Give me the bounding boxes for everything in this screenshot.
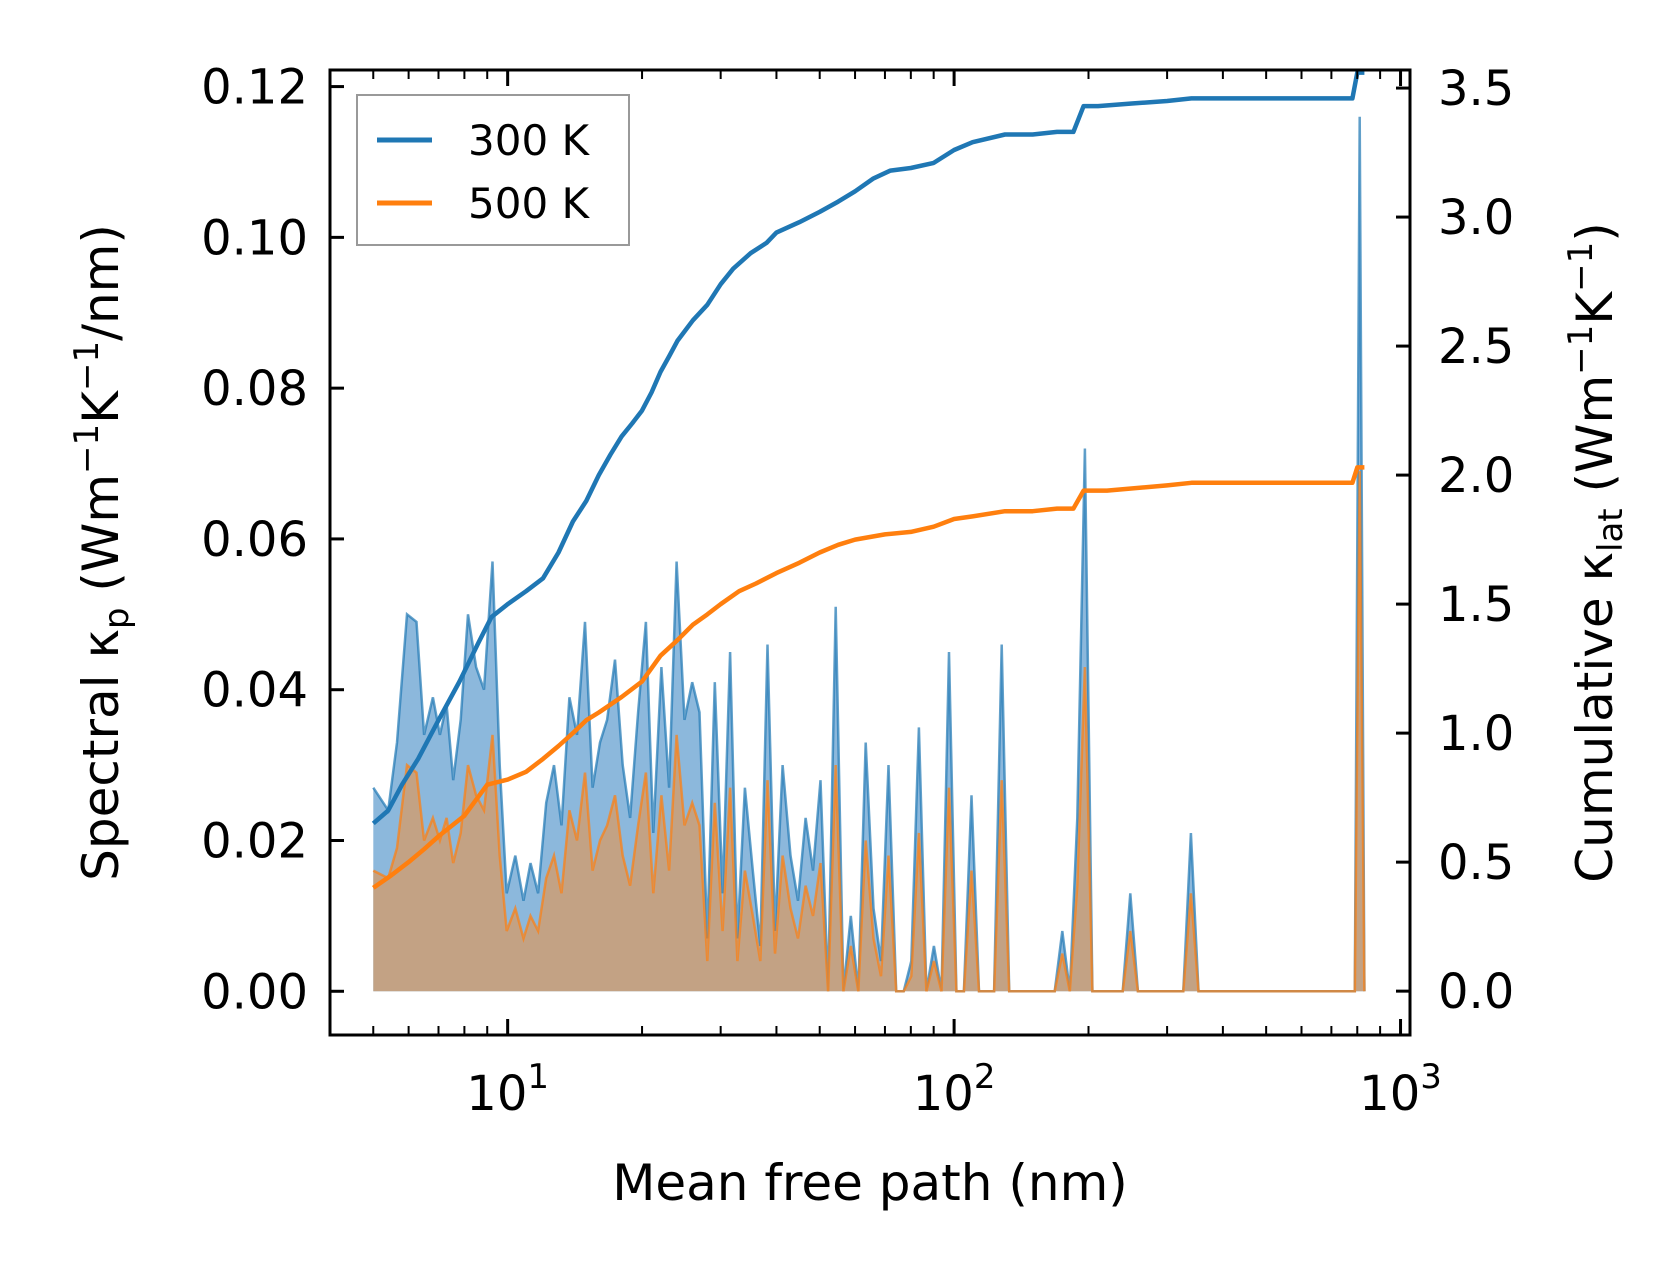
spectral-area-500k — [373, 471, 1365, 992]
y-right-tick-label: 0.0 — [1438, 964, 1514, 1020]
y-right-tick-label: 1.5 — [1438, 577, 1514, 633]
axes-layer: 0.00 0.02 0.04 0.06 0.08 0.10 0.12 0.0 0.5 1.0 1.5… — [67, 60, 1631, 1212]
y-right-tick-label: 3.5 — [1438, 61, 1514, 117]
spectral-fill-layer — [372, 116, 1366, 993]
y-right-tick-label: 0.5 — [1438, 835, 1514, 891]
y-right-tick-label: 2.5 — [1438, 319, 1514, 375]
legend-label: 300 K — [468, 116, 591, 165]
x-tick-label: 101 — [466, 1057, 549, 1122]
y-left-tick-label: 0.10 — [201, 210, 308, 266]
y-left-tick-label: 0.04 — [201, 663, 308, 719]
spectral-area-300k — [373, 116, 1365, 992]
y-left-tick-label: 0.02 — [201, 813, 308, 869]
y-left-tick-label: 0.08 — [201, 361, 308, 417]
plot-frame — [328, 68, 1412, 1037]
cumulative-line-500k — [372, 465, 1365, 890]
y-left-tick-label: 0.12 — [201, 60, 308, 116]
legend: 300 K 500 K — [356, 94, 630, 246]
cumulative-line-300k — [371, 70, 1365, 826]
legend-box — [356, 94, 630, 246]
series-line-layer — [371, 70, 1365, 890]
legend-label: 500 K — [468, 179, 591, 228]
x-tick-label: 102 — [913, 1057, 996, 1122]
y-right-tick-label: 2.0 — [1438, 448, 1514, 504]
y-left-tick-label: 0.00 — [201, 964, 308, 1020]
y-right-tick-label: 3.0 — [1438, 190, 1514, 246]
y-left-axis-label: Spectral κp (Wm−1K−1/nm) — [67, 224, 137, 881]
x-axis-label: Mean free path (nm) — [612, 1154, 1128, 1212]
x-tick-label: 103 — [1359, 1057, 1442, 1122]
y-right-tick-label: 1.0 — [1438, 706, 1514, 762]
y-left-tick-label: 0.06 — [201, 512, 308, 568]
spectral-outline-500k — [372, 471, 1366, 993]
y-right-axis-label: Cumulative κlat (Wm−1K−1) — [1561, 222, 1631, 882]
